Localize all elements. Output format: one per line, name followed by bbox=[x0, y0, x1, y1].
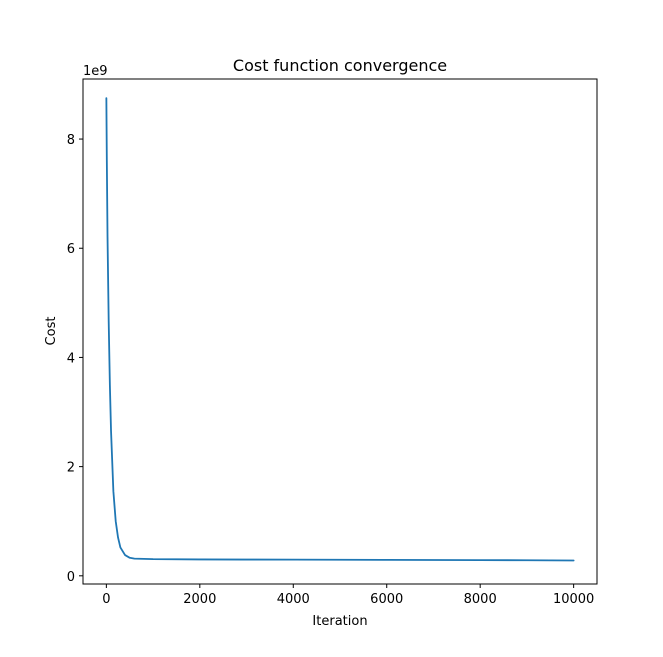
x-tick-label: 10000 bbox=[553, 592, 594, 607]
x-tick-label: 0 bbox=[102, 592, 110, 607]
x-tick-label: 2000 bbox=[183, 592, 216, 607]
y-tick-label: 8 bbox=[67, 133, 75, 148]
y-axis: 0 2 4 6 8 bbox=[67, 133, 83, 585]
y-axis-label: Cost bbox=[44, 317, 59, 346]
y-tick-label: 0 bbox=[67, 570, 75, 585]
y-scale-label: 1e9 bbox=[83, 64, 108, 79]
plot-frame bbox=[82, 78, 598, 585]
series-line-0 bbox=[105, 97, 575, 562]
x-tick-label: 6000 bbox=[370, 592, 403, 607]
x-tick-label: 4000 bbox=[277, 592, 310, 607]
series-line-group bbox=[105, 97, 575, 562]
y-tick-label: 4 bbox=[67, 351, 75, 366]
x-axis: 0 2000 4000 6000 8000 10000 bbox=[102, 584, 594, 607]
x-axis-label: Iteration bbox=[312, 614, 367, 629]
y-tick-label: 2 bbox=[67, 461, 75, 476]
chart-title: Cost function convergence bbox=[233, 56, 447, 75]
y-tick-label: 6 bbox=[67, 242, 75, 257]
x-tick-label: 8000 bbox=[464, 592, 497, 607]
